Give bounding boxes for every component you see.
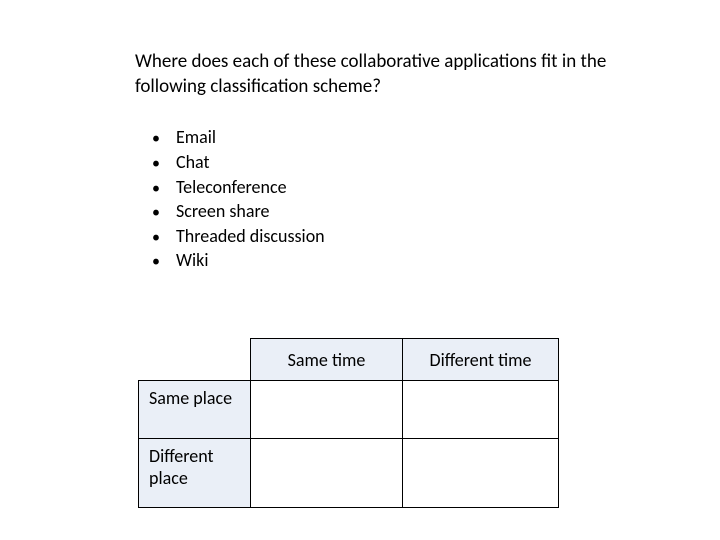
list-item: Threaded discussion xyxy=(152,224,720,249)
list-item: Email xyxy=(152,125,720,150)
table-cell xyxy=(251,381,403,439)
classification-table: Same time Different time Same place Diff… xyxy=(138,338,559,508)
list-item: Chat xyxy=(152,150,720,175)
question-text: Where does each of these collaborative a… xyxy=(135,50,610,99)
list-item: Screen share xyxy=(152,199,720,224)
column-header-different-time: Different time xyxy=(403,339,559,381)
application-list: Email Chat Teleconference Screen share T… xyxy=(152,125,720,273)
list-item: Wiki xyxy=(152,248,720,273)
row-header-same-place: Same place xyxy=(139,381,251,439)
table-cell xyxy=(251,439,403,508)
table-cell xyxy=(403,439,559,508)
list-item: Teleconference xyxy=(152,175,720,200)
table-cell xyxy=(403,381,559,439)
row-header-different-place: Different place xyxy=(139,439,251,508)
table-corner xyxy=(139,339,251,381)
column-header-same-time: Same time xyxy=(251,339,403,381)
